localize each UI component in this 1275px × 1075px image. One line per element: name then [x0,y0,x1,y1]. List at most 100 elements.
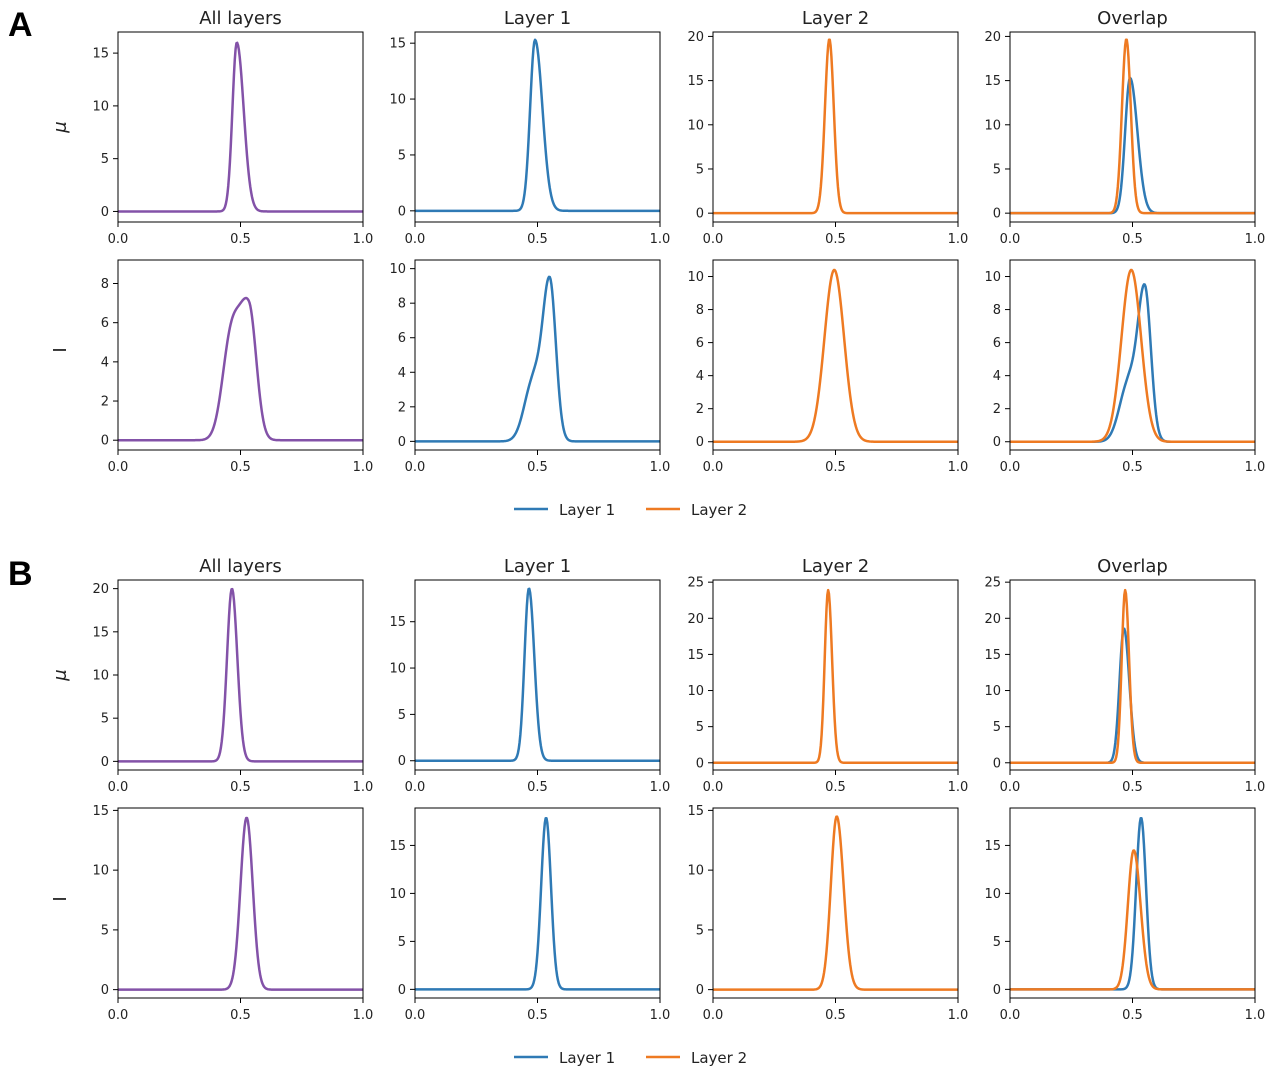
series-line-layer-1 [1009,283,1256,443]
y-tick-label: 0 [696,207,704,222]
x-tick-label: 0.5 [825,460,846,475]
y-tick-label: 8 [398,297,406,312]
legend-b-layer-1-label: Layer 1 [559,1049,615,1067]
subplot-b-mu-2: Layer 1 0.0 0.5 1.0 0 5 10 15 [389,556,670,795]
row-label-a-i: I [50,347,71,352]
panel-label-b: B [8,555,33,593]
x-tick-label: 0.5 [825,780,846,795]
subplot-b-i-1: 0.0 0.5 1.0 0 5 10 15 [92,804,373,1023]
plot-frame [414,31,661,223]
y-tick-label: 5 [696,720,704,735]
y-tick-label: 20 [984,30,1001,45]
series-line-layer-1 [414,38,661,213]
legend-b: Layer 1 Layer 2 [514,1049,747,1067]
y-tick-label: 6 [696,336,704,351]
x-tick-label: 0.5 [1122,460,1143,475]
y-tick-label: 10 [687,270,704,285]
x-tick-label: 0.0 [108,1008,129,1023]
x-tick-label: 1.0 [650,232,671,247]
y-tick-label: 0 [696,983,704,998]
y-tick-label: 15 [687,648,704,663]
x-tick-label: 0.0 [703,460,724,475]
series-line-layer-1 [414,816,661,991]
y-tick-label: 10 [92,99,109,114]
y-tick-label: 4 [993,369,1001,384]
y-tick-label: 0 [993,983,1001,998]
x-tick-label: 0.5 [825,1008,846,1023]
subplot-b-mu-3: Layer 2 0.0 0.5 1.0 0 5 10 15 20 25 [687,556,968,795]
plot-frame [712,259,959,451]
x-tick-label: 0.5 [527,780,548,795]
y-tick-label: 15 [92,625,109,640]
x-tick-label: 1.0 [1245,460,1266,475]
y-tick-label: 6 [101,316,109,331]
y-tick-label: 10 [389,887,406,902]
y-tick-label: 8 [696,303,704,318]
x-tick-label: 1.0 [650,1008,671,1023]
y-tick-label: 5 [993,935,1001,950]
x-tick-label: 0.5 [1122,780,1143,795]
y-tick-label: 0 [696,756,704,771]
x-tick-label: 1.0 [353,460,374,475]
y-tick-label: 0 [993,756,1001,771]
y-tick-label: 15 [984,839,1001,854]
x-tick-label: 0.0 [703,232,724,247]
y-tick-label: 8 [993,303,1001,318]
legend-a-layer-2-label: Layer 2 [691,501,747,519]
y-tick-label: 5 [398,708,406,723]
subplot-a-i-2: 0.0 0.5 1.0 0 2 4 6 8 10 [389,259,671,475]
plot-frame [414,807,661,999]
y-tick-label: 0 [993,435,1001,450]
y-tick-label: 5 [398,935,406,950]
subplot-a-i-3: 0.0 0.5 1.0 0 2 4 6 8 10 [687,259,968,475]
y-tick-label: 5 [993,720,1001,735]
y-tick-label: 5 [101,712,109,727]
legend-a-layer-1-label: Layer 1 [559,501,615,519]
x-tick-label: 1.0 [1245,1008,1266,1023]
subplot-a-mu-1: All layers 0.0 0.5 1.0 0 5 10 15 [92,8,373,247]
subplot-title: Layer 2 [802,556,869,577]
y-tick-label: 10 [389,93,406,108]
series-line-layer-1 [414,275,661,443]
y-tick-label: 4 [101,355,109,370]
x-tick-label: 0.5 [230,1008,251,1023]
y-tick-label: 15 [92,47,109,62]
subplot-title: All layers [199,556,282,577]
x-tick-label: 0.0 [703,780,724,795]
x-tick-label: 0.5 [230,232,251,247]
y-tick-label: 2 [398,400,406,415]
subplot-title: Overlap [1097,8,1168,29]
y-tick-label: 20 [687,30,704,45]
y-tick-label: 15 [984,74,1001,89]
series-line-all-layers [117,587,364,763]
y-tick-label: 15 [687,804,704,819]
series-line-layer-2 [1009,38,1256,215]
plot-frame [712,807,959,999]
x-tick-label: 1.0 [353,232,374,247]
x-tick-label: 1.0 [650,780,671,795]
subplot-a-mu-3: Layer 2 0.0 0.5 1.0 0 5 10 15 20 [687,8,968,247]
x-tick-label: 1.0 [948,1008,969,1023]
y-tick-label: 5 [696,923,704,938]
y-tick-label: 2 [101,395,109,410]
series-line-all-layers [117,41,364,213]
subplot-title: Overlap [1097,556,1168,577]
series-line-layer-1 [414,587,661,762]
x-tick-label: 0.0 [703,1008,724,1023]
y-tick-label: 25 [687,576,704,591]
y-tick-label: 8 [101,277,109,292]
y-tick-label: 0 [398,983,406,998]
y-tick-label: 15 [389,839,406,854]
x-tick-label: 1.0 [353,780,374,795]
y-tick-label: 0 [398,204,406,219]
x-tick-label: 1.0 [650,460,671,475]
series-line-layer-2 [1009,268,1256,443]
series-line-all-layers [117,816,364,991]
x-tick-label: 0.0 [108,232,129,247]
x-tick-label: 0.5 [527,1008,548,1023]
y-tick-label: 10 [687,118,704,133]
x-tick-label: 0.5 [1122,1008,1143,1023]
row-label-b-mu: μ [50,669,71,681]
subplot-title: All layers [199,8,282,29]
